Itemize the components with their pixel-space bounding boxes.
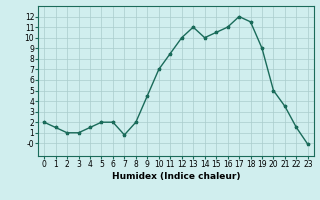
X-axis label: Humidex (Indice chaleur): Humidex (Indice chaleur) (112, 172, 240, 181)
